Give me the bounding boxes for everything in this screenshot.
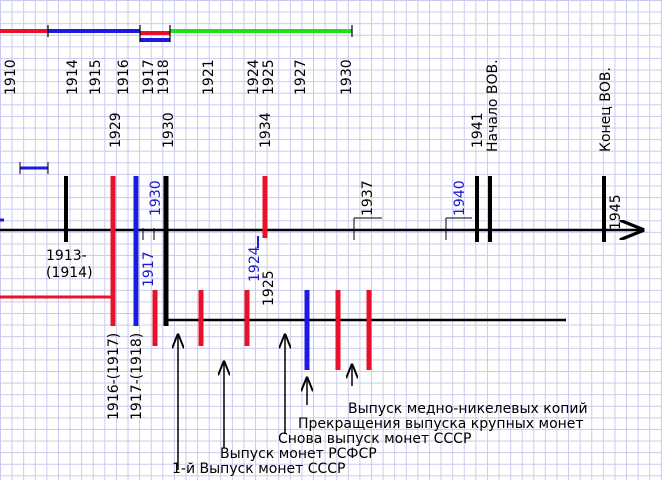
year-label: 1927 (293, 59, 309, 95)
annotations: Выпуск медно-никелевых копий Прекращения… (172, 401, 588, 477)
annotation: Выпуск монет РСФСР (220, 446, 377, 462)
event-label: Начало ВОВ. (485, 59, 501, 152)
year-label: 1914 (65, 59, 81, 95)
year-label: 1918 (156, 59, 172, 95)
year-label: 1929 (108, 112, 124, 148)
year-label: 1910 (3, 59, 19, 95)
year-label: 1940 (452, 180, 468, 216)
top-ticks (47, 25, 353, 42)
year-label: (1914) (46, 265, 93, 281)
annotation: 1-й Выпуск монет СССР (172, 461, 345, 477)
timeline-shapes (0, 162, 642, 370)
arrows (178, 335, 352, 470)
year-label: 1930 (161, 112, 177, 148)
year-label: 1941 (470, 112, 486, 148)
year-label: 1917 (141, 59, 157, 95)
year-label: 1917-(1918) (129, 333, 145, 420)
year-label: 1917 (141, 251, 157, 287)
year-label: 1924 (246, 59, 262, 95)
annotation: Выпуск медно-никелевых копий (348, 401, 588, 417)
year-label: 1921 (201, 59, 217, 95)
year-label: 1924 (247, 246, 263, 282)
annotation: Снова выпуск монет СССР (278, 431, 471, 447)
year-label: 1916-(1917) (106, 333, 122, 420)
year-label: 1930 (148, 180, 164, 216)
event-label: Конец ВОВ. (598, 67, 614, 152)
annotation: Прекращения выпуска крупных монет (298, 416, 584, 432)
year-label: 1915 (88, 59, 104, 95)
year-label: 1945 (608, 194, 624, 230)
top-bars (0, 29, 352, 42)
year-label: 1934 (258, 112, 274, 148)
year-label: 1916 (116, 59, 132, 95)
top-labels: 1910 1914 1915 1916 1917 1918 1921 1924 … (3, 59, 355, 95)
year-label: 1925 (261, 270, 277, 306)
timeline-labels: 1929 1930 1934 1941 Начало ВОВ. Конец ВО… (46, 59, 624, 420)
year-label: 1913- (46, 248, 87, 264)
year-label: 1930 (339, 59, 355, 95)
year-label: 1937 (360, 180, 376, 216)
year-label: 1925 (261, 59, 277, 95)
